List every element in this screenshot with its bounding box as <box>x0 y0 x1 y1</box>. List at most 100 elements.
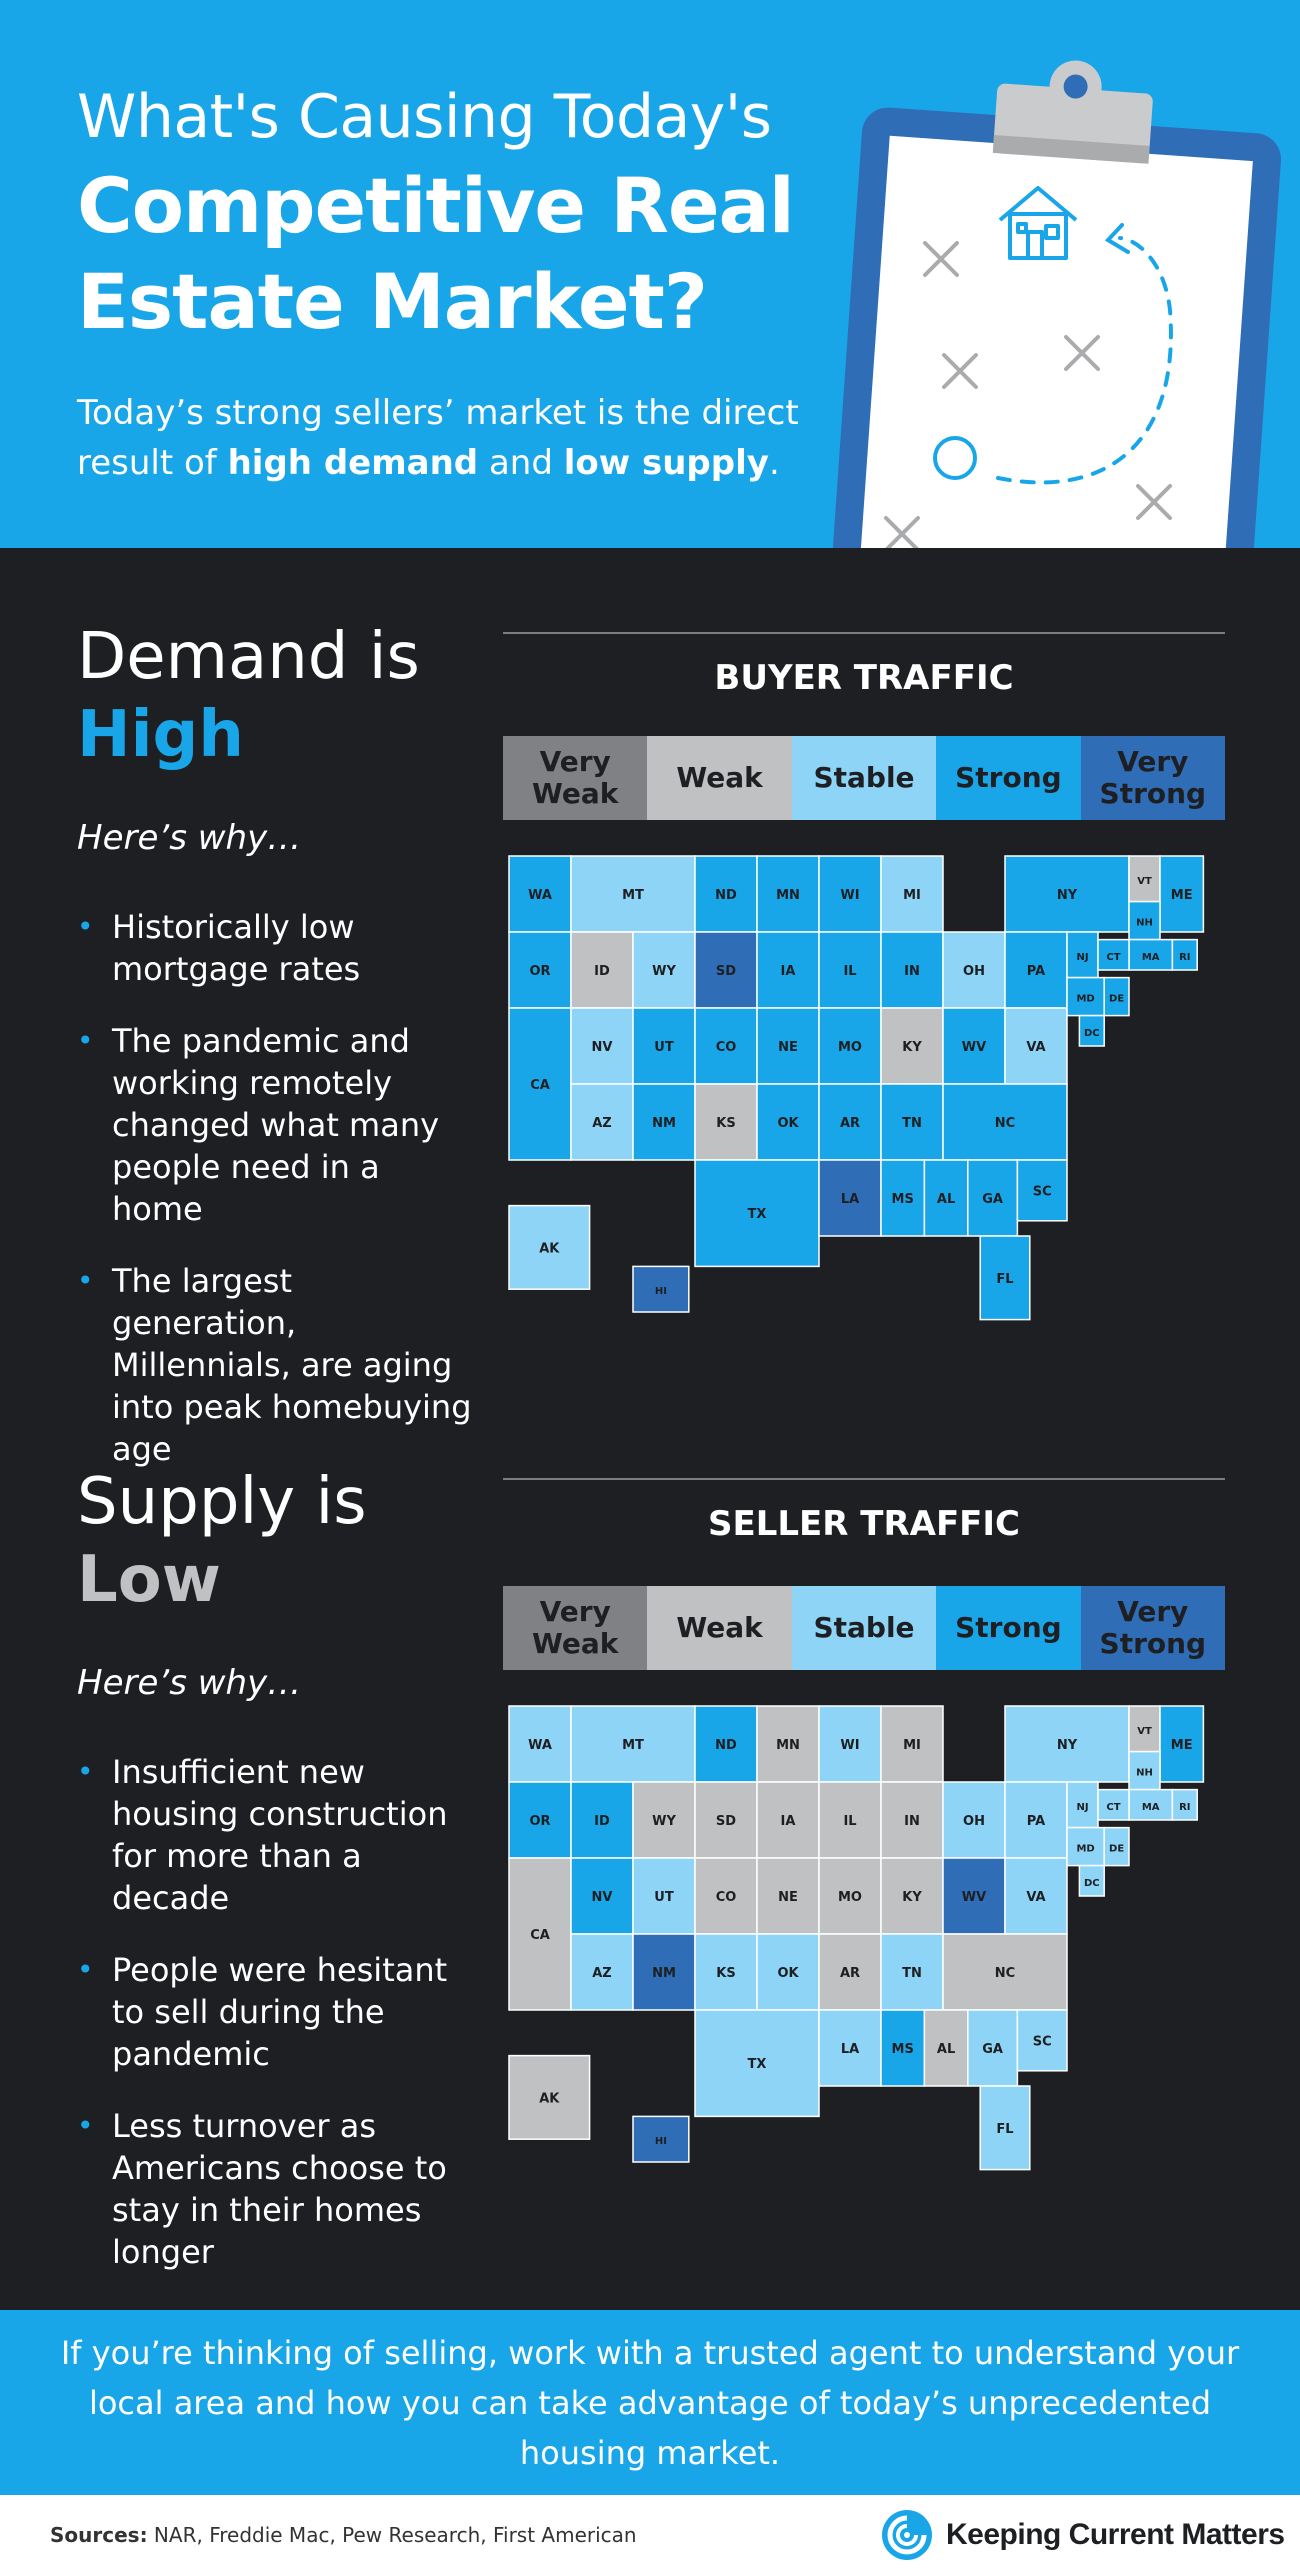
state-wa: WA <box>508 855 572 933</box>
x-mark-icon <box>884 241 1172 548</box>
svg-text:WV: WV <box>962 1040 986 1055</box>
state-il: IL <box>818 931 882 1009</box>
legend-stable: Stable <box>791 736 937 820</box>
state-al: AL <box>923 2009 969 2087</box>
state-nm: NM <box>632 1083 696 1161</box>
svg-text:SD: SD <box>716 964 736 979</box>
state-me: ME <box>1159 1705 1205 1783</box>
svg-text:CO: CO <box>716 1040 737 1055</box>
state-nj: NJ <box>1066 931 1099 979</box>
legend-very-weak: Very Weak <box>503 1586 648 1670</box>
state-ut: UT <box>632 1857 696 1935</box>
legend-weak: Weak <box>647 1586 792 1670</box>
svg-text:NC: NC <box>995 1116 1015 1131</box>
call-to-action-text: If you’re thinking of selling, work with… <box>60 2333 1240 2472</box>
svg-text:HI: HI <box>655 1286 667 1297</box>
state-ct: CT <box>1097 938 1130 971</box>
svg-text:KY: KY <box>902 1890 922 1905</box>
state-sc: SC <box>1016 2009 1068 2072</box>
svg-text:RI: RI <box>1179 1802 1190 1813</box>
svg-text:GA: GA <box>982 1192 1003 1207</box>
svg-text:NE: NE <box>778 1040 798 1055</box>
svg-text:DE: DE <box>1109 994 1124 1005</box>
svg-text:MO: MO <box>838 1890 862 1905</box>
list-item: • The largest generation, Millennials, ar… <box>77 1262 472 1468</box>
svg-text:SC: SC <box>1033 2034 1052 2049</box>
svg-text:PA: PA <box>1027 964 1045 979</box>
svg-text:AL: AL <box>937 2042 955 2057</box>
seller-traffic-title: SELLER TRAFFIC <box>707 1504 1021 1544</box>
svg-text:ME: ME <box>1171 888 1193 903</box>
state-tn: TN <box>880 1933 944 2011</box>
state-wv: WV <box>942 1857 1006 1935</box>
legend-very-strong: Very Strong <box>1080 736 1226 820</box>
svg-text:IA: IA <box>781 964 796 979</box>
bullet-dot-icon: • <box>77 2109 94 2142</box>
svg-text:MN: MN <box>776 888 800 903</box>
svg-text:AK: AK <box>539 2091 560 2106</box>
state-mn: MN <box>756 855 820 933</box>
svg-text:NJ: NJ <box>1076 952 1088 963</box>
state-wa: WA <box>508 1705 572 1783</box>
state-nc: NC <box>942 1933 1068 2011</box>
state-ky: KY <box>880 1007 944 1085</box>
state-tx: TX <box>694 2009 820 2118</box>
legend-strong: Strong <box>936 736 1081 820</box>
bullet-dot-icon: • <box>77 1024 94 1057</box>
svg-text:VA: VA <box>1026 1890 1045 1905</box>
state-de: DE <box>1103 1826 1130 1867</box>
svg-text:MI: MI <box>903 888 921 903</box>
svg-text:FL: FL <box>996 2122 1013 2137</box>
bullet-dot-icon: • <box>77 910 94 943</box>
svg-text:CT: CT <box>1106 1802 1120 1813</box>
state-mt: MT <box>570 855 696 933</box>
svg-text:VT: VT <box>1137 1726 1152 1737</box>
brand-logo[interactable]: Keeping Current Matters <box>880 2507 1285 2563</box>
svg-text:NV: NV <box>592 1890 613 1905</box>
svg-text:WA: WA <box>528 888 552 903</box>
svg-text:DE: DE <box>1109 1844 1124 1855</box>
state-fl: FL <box>979 2085 1031 2171</box>
state-hi: HI <box>632 1265 690 1313</box>
sources-line: Sources: NAR, Freddie Mac, Pew Research,… <box>50 2523 637 2547</box>
legend-very-strong: Very Strong <box>1080 1586 1226 1670</box>
state-wi: WI <box>818 855 882 933</box>
state-mi: MI <box>880 1705 944 1783</box>
svg-text:OR: OR <box>529 1814 550 1829</box>
state-pa: PA <box>1004 931 1068 1009</box>
state-de: DE <box>1103 976 1130 1017</box>
bullet-dot-icon: • <box>77 1755 94 1788</box>
demand-title-highlight: High <box>77 698 244 772</box>
dashed-arrow-icon <box>996 223 1173 485</box>
state-ms: MS <box>880 2009 926 2087</box>
svg-text:MD: MD <box>1076 994 1094 1005</box>
state-ia: IA <box>756 931 820 1009</box>
legend-very-weak: Very Weak <box>503 736 648 820</box>
svg-text:OR: OR <box>529 964 550 979</box>
state-wy: WY <box>632 1781 696 1859</box>
state-mi: MI <box>880 855 944 933</box>
state-fl: FL <box>979 1235 1031 1321</box>
supply-why-label: Here’s why… <box>77 1663 302 1703</box>
bullet-dot-icon: • <box>77 1953 94 1986</box>
state-vt: VT <box>1128 1705 1161 1753</box>
state-mo: MO <box>818 1007 882 1085</box>
svg-text:NH: NH <box>1136 1768 1153 1779</box>
svg-text:LA: LA <box>841 2042 859 2057</box>
state-or: OR <box>508 931 572 1009</box>
svg-text:KS: KS <box>716 1966 735 1981</box>
svg-text:NH: NH <box>1136 918 1153 929</box>
state-mo: MO <box>818 1857 882 1935</box>
state-ms: MS <box>880 1159 926 1237</box>
svg-text:WY: WY <box>652 1814 676 1829</box>
svg-text:WY: WY <box>652 964 676 979</box>
svg-text:TN: TN <box>902 1116 922 1131</box>
svg-text:MT: MT <box>622 888 644 903</box>
state-ny: NY <box>1004 855 1130 933</box>
svg-text:CA: CA <box>530 1928 550 1943</box>
svg-text:FL: FL <box>996 1272 1013 1287</box>
svg-text:KY: KY <box>902 1040 922 1055</box>
state-az: AZ <box>570 1933 634 2011</box>
state-vt: VT <box>1128 855 1161 903</box>
svg-text:UT: UT <box>654 1040 674 1055</box>
